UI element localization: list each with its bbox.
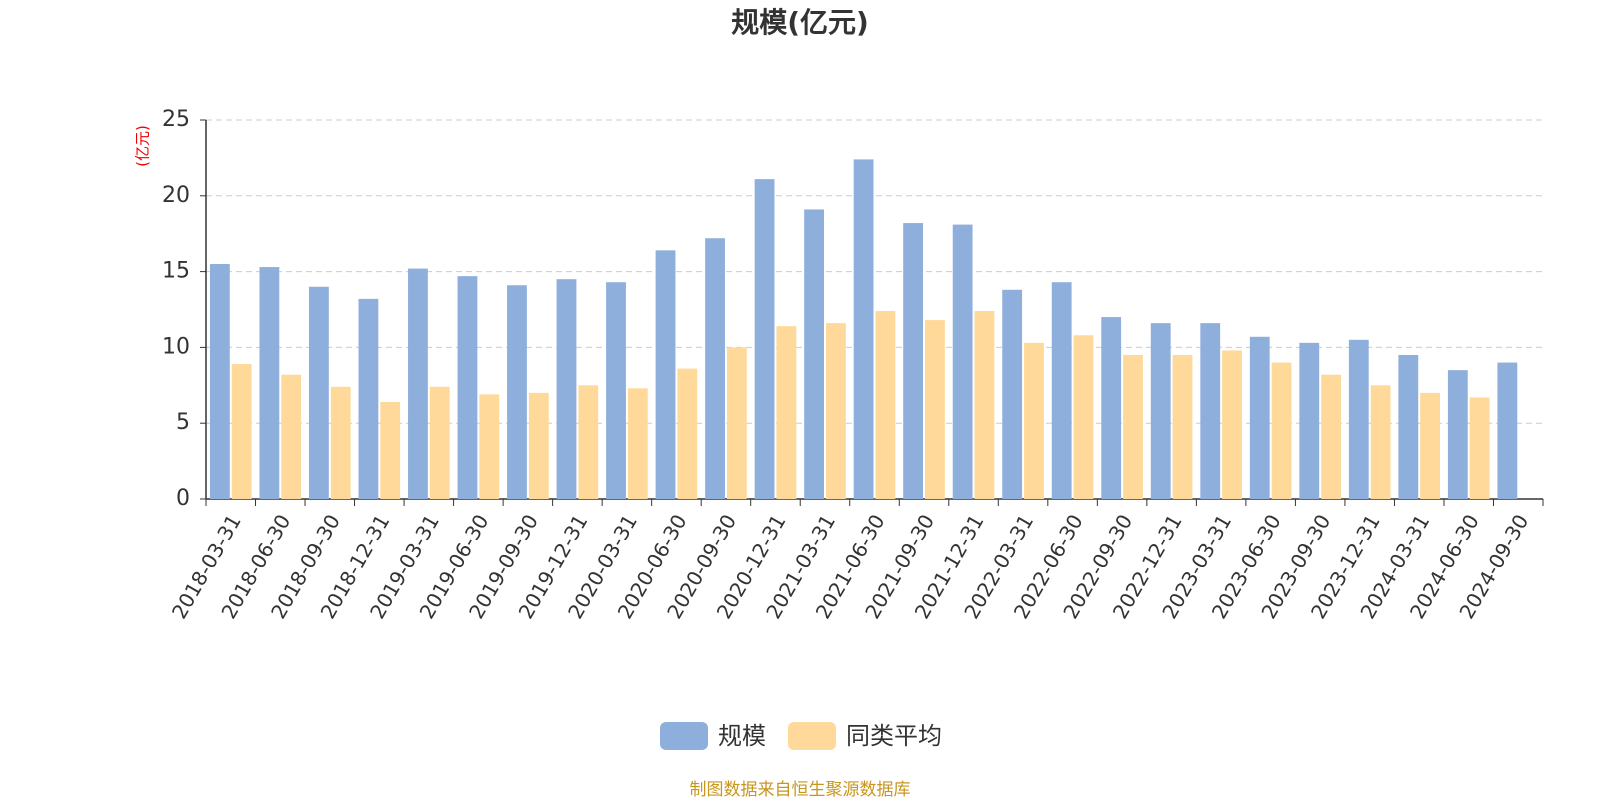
bar [1051,282,1072,499]
legend-label: 规模 [718,722,766,750]
bar [627,388,648,499]
legend-swatch [788,722,836,750]
bar [408,268,428,499]
bar [1002,289,1023,499]
bar [479,394,500,499]
bar [507,285,527,499]
legend-label: 同类平均 [846,722,942,750]
bar [875,311,896,499]
bar [853,159,874,499]
legend-swatch [660,722,708,750]
bar [677,368,698,499]
chart-title: 规模(亿元) [731,6,869,39]
bar [457,276,478,499]
y-tick-label: 10 [162,334,190,359]
bar [1123,354,1143,499]
bar [281,374,302,499]
bar [606,282,626,499]
y-unit: (亿元) [134,125,152,167]
bar [578,385,599,499]
bar [308,286,329,499]
bar [1200,323,1221,499]
bar [1420,392,1441,499]
bar [209,264,230,499]
y-tick-label: 25 [162,107,190,132]
bar [358,298,379,499]
bar [1172,354,1193,499]
bar [1370,385,1391,499]
bar [825,323,846,499]
bar [1299,342,1320,499]
bar [952,224,973,499]
bar [528,392,549,499]
bar [1271,362,1292,499]
y-tick-label: 0 [176,486,190,511]
y-tick-label: 5 [176,410,190,435]
bar [705,238,725,500]
bar [1024,342,1044,499]
bar [231,364,252,499]
bar [655,250,676,499]
bar [974,311,995,499]
bar [1222,350,1242,499]
bar [1073,335,1094,499]
bar [1150,323,1171,499]
bar [556,279,577,499]
bar [1101,317,1122,499]
y-tick-label: 15 [162,259,190,284]
source-note: 制图数据来自恒生聚源数据库 [690,780,911,800]
bar [1497,362,1518,499]
bar [726,347,747,499]
y-tick-label: 20 [162,183,190,208]
bar [429,386,450,499]
bar [1447,370,1468,499]
bar [1469,397,1490,499]
bar [1398,354,1419,499]
bar [1321,374,1341,499]
bar [903,223,924,499]
bar [330,386,351,499]
bar [259,267,280,499]
bar [1249,336,1270,499]
bar [1348,339,1369,499]
bar [754,179,775,499]
bar [804,209,824,499]
bar [380,401,401,499]
bar [925,320,945,499]
bar [776,326,797,499]
